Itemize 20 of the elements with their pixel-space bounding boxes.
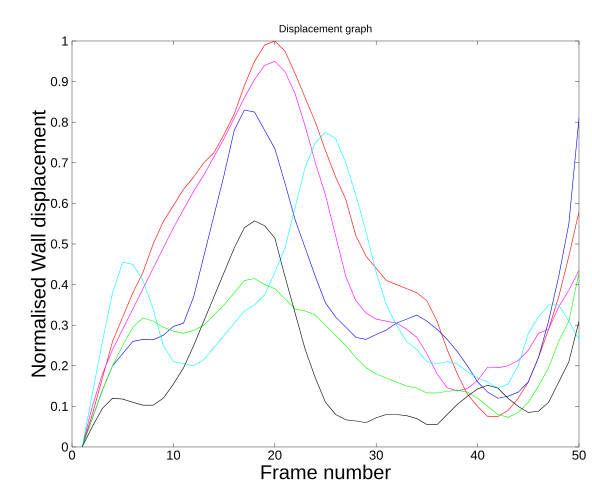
x-tick-label: 50 [572,450,586,460]
x-tick-label: 40 [470,450,484,460]
x-tick-label: 20 [268,450,282,460]
y-tick-label: 0.9 [50,76,68,86]
y-axis-title: Normalised Wall displacement [30,110,50,376]
x-tick-label: 0 [68,450,76,460]
y-tick-label: 1 [62,36,68,46]
y-tick-label: 0.1 [50,402,68,411]
x-tick-label: 10 [167,450,180,460]
y-tick-label: 0.2 [50,361,68,370]
y-tick-label: 0.6 [50,198,68,208]
y-tick-label: 0.8 [50,118,68,127]
y-tick-label: 0.5 [50,239,68,249]
chart-title: Displacement graph [280,24,372,34]
y-tick-label: 0.4 [50,280,68,290]
x-tick-label: 30 [369,450,383,460]
y-tick-label: 0.3 [50,320,68,330]
y-tick-label: 0.7 [50,158,68,168]
y-tick-label: 0 [62,442,68,452]
x-axis-title: Frame number [262,464,391,480]
